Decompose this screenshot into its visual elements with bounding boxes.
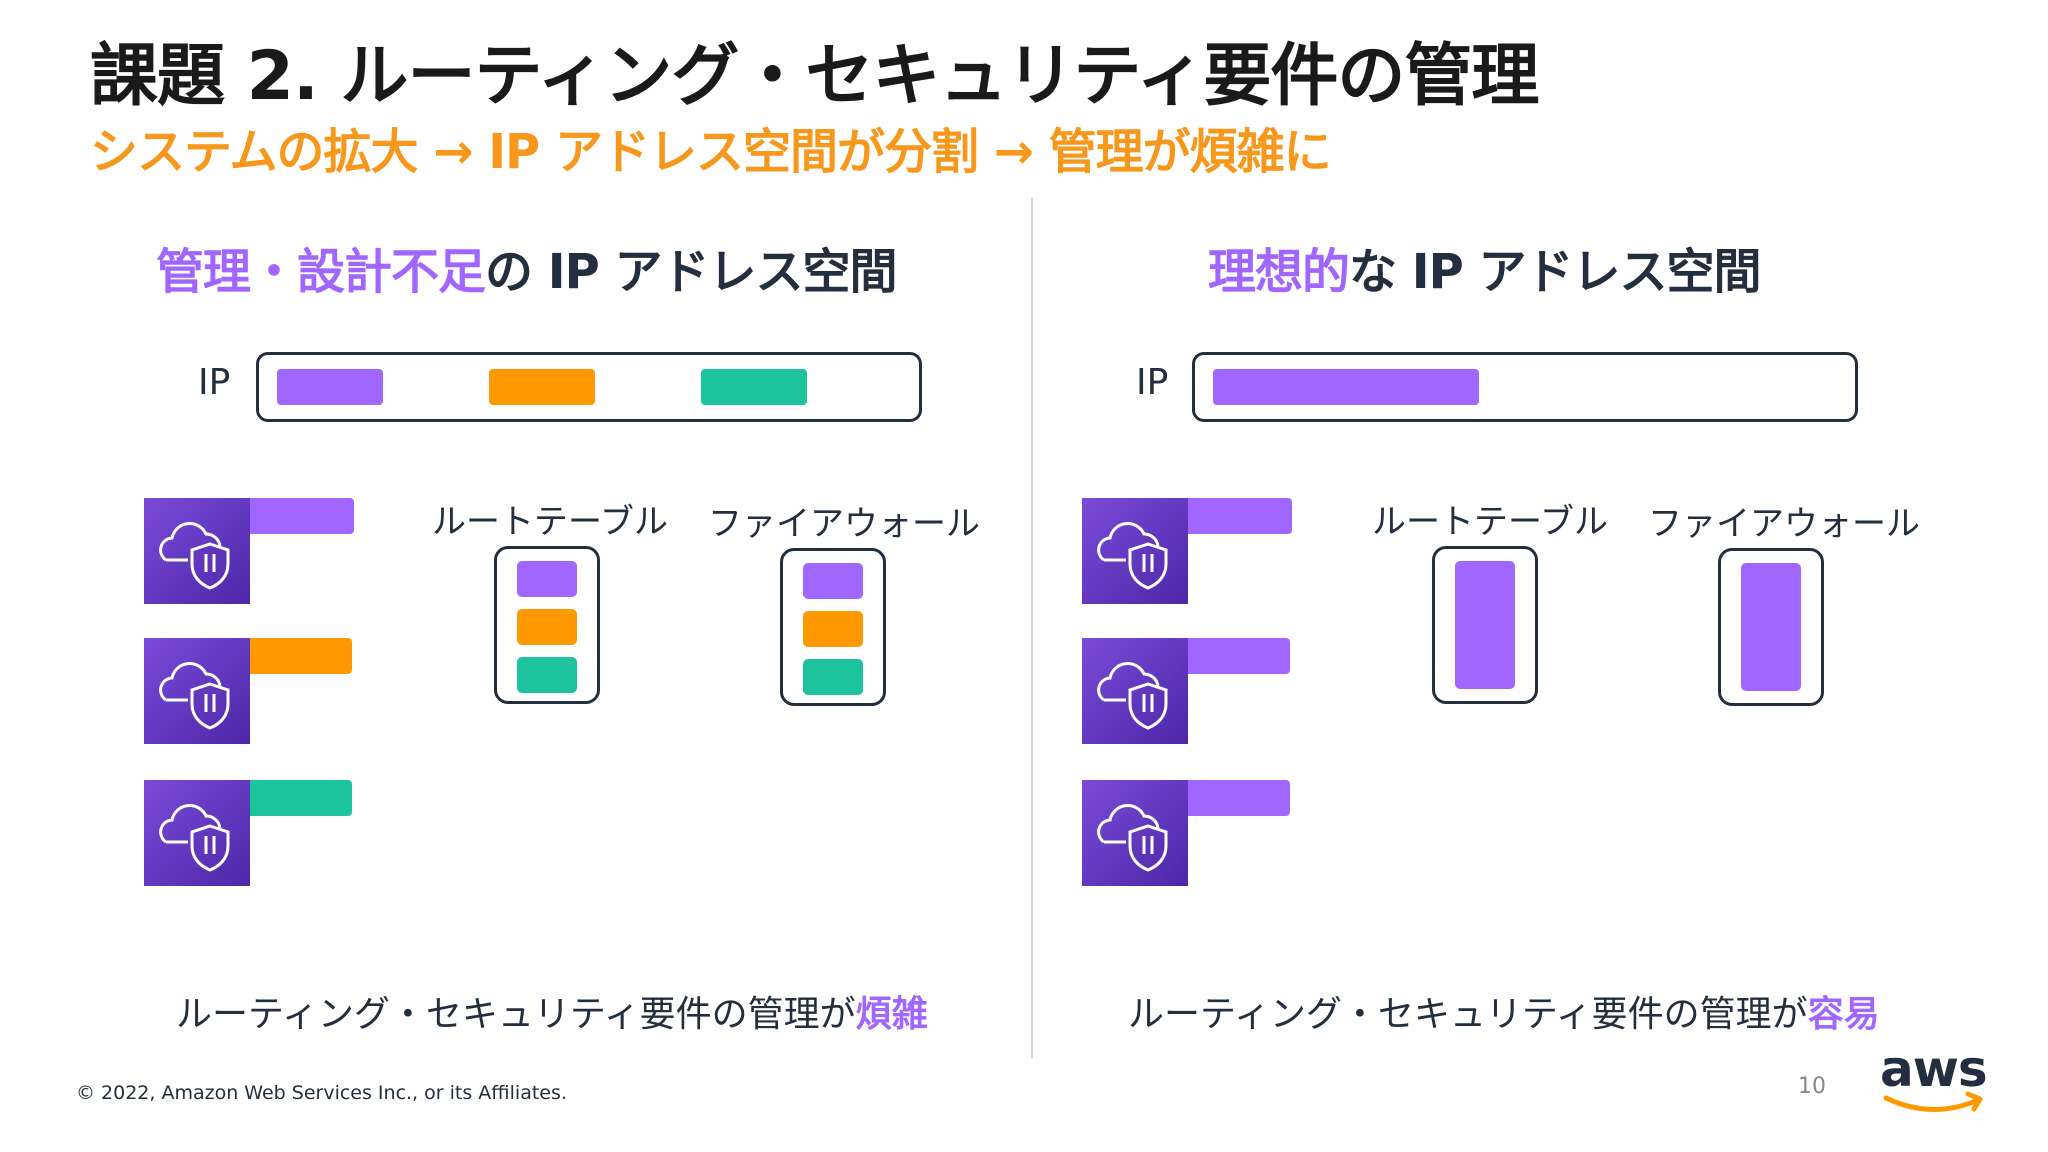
- left-bottom-accent: 煩雑: [855, 994, 928, 1035]
- right-bottom-accent: 容易: [1807, 994, 1880, 1035]
- vpc-tag-purple: [1188, 498, 1292, 534]
- cloud-shield-icon: [159, 522, 230, 590]
- right-ip-address-bar: [1192, 352, 1858, 422]
- ip-segment-purple: [1213, 369, 1479, 405]
- firewall-rule-purple: [803, 563, 863, 599]
- vpc-tag-purple: [250, 498, 354, 534]
- left-ip-address-bar: [256, 352, 922, 422]
- vpc-tag-purple: [1188, 638, 1290, 674]
- panel-divider: [1031, 198, 1033, 1058]
- right-firewall: [1718, 548, 1824, 706]
- left-ip-label: IP: [198, 362, 231, 403]
- cloud-shield-icon: [159, 804, 230, 872]
- cloud-shield-icon: [1097, 662, 1168, 730]
- cloud-shield-icon: [1097, 804, 1168, 872]
- aws-logo-text: aws: [1880, 1040, 1988, 1098]
- right-bottom-note: ルーティング・セキュリティ要件の管理が容易: [1128, 985, 1880, 1037]
- aws-smile-icon: [1883, 1091, 1983, 1112]
- right-firewall-label: ファイアウォール: [1648, 504, 1920, 544]
- route-entry-orange: [517, 609, 577, 645]
- left-panel-heading: 管理・設計不足の IP アドレス空間: [156, 232, 897, 302]
- route-entry-purple: [517, 561, 577, 597]
- right-panel-heading: 理想的な IP アドレス空間: [1208, 232, 1761, 302]
- cloud-shield-icon: [159, 662, 230, 730]
- slide-subtitle: システムの拡大 → IP アドレス空間が分割 → 管理が煩雑に: [90, 124, 1332, 180]
- vpc-tile: [144, 780, 250, 886]
- firewall-rule-teal: [803, 659, 863, 695]
- right-route-table: [1432, 546, 1538, 704]
- left-route-table: [494, 546, 600, 704]
- right-ip-label: IP: [1136, 362, 1169, 403]
- vpc-tag-teal: [250, 780, 352, 816]
- right-bottom-text: ルーティング・セキュリティ要件の管理が: [1128, 994, 1808, 1035]
- ip-segment-orange: [489, 369, 595, 405]
- route-entry-teal: [517, 657, 577, 693]
- cloud-shield-icon: [1097, 522, 1168, 590]
- vpc-tile: [144, 638, 250, 744]
- vpc-tile: [1082, 780, 1188, 886]
- aws-logo: aws: [1880, 1040, 1992, 1120]
- route-entry-purple: [1455, 561, 1515, 689]
- copyright-footer: © 2022, Amazon Web Services Inc., or its…: [76, 1082, 567, 1104]
- vpc-tile: [1082, 498, 1188, 604]
- vpc-tile: [1082, 638, 1188, 744]
- left-heading-rest: の IP アドレス空間: [485, 244, 897, 300]
- right-route-table-label: ルートテーブル: [1372, 502, 1608, 542]
- left-bottom-text: ルーティング・セキュリティ要件の管理が: [176, 994, 856, 1035]
- ip-segment-teal: [701, 369, 807, 405]
- firewall-rule-purple: [1741, 563, 1801, 691]
- slide-title: 課題 2. ルーティング・セキュリティ要件の管理: [90, 37, 1539, 116]
- vpc-tag-purple: [1188, 780, 1290, 816]
- vpc-tag-orange: [250, 638, 352, 674]
- left-firewall-label: ファイアウォール: [708, 504, 980, 544]
- ip-segment-purple: [277, 369, 383, 405]
- left-heading-accent: 管理・設計不足: [156, 244, 486, 300]
- right-heading-accent: 理想的: [1208, 244, 1350, 300]
- left-firewall: [780, 548, 886, 706]
- page-number: 10: [1798, 1074, 1826, 1099]
- vpc-tile: [144, 498, 250, 604]
- left-route-table-label: ルートテーブル: [432, 502, 668, 542]
- right-heading-rest: な IP アドレス空間: [1349, 244, 1761, 300]
- left-bottom-note: ルーティング・セキュリティ要件の管理が煩雑: [176, 985, 928, 1037]
- firewall-rule-orange: [803, 611, 863, 647]
